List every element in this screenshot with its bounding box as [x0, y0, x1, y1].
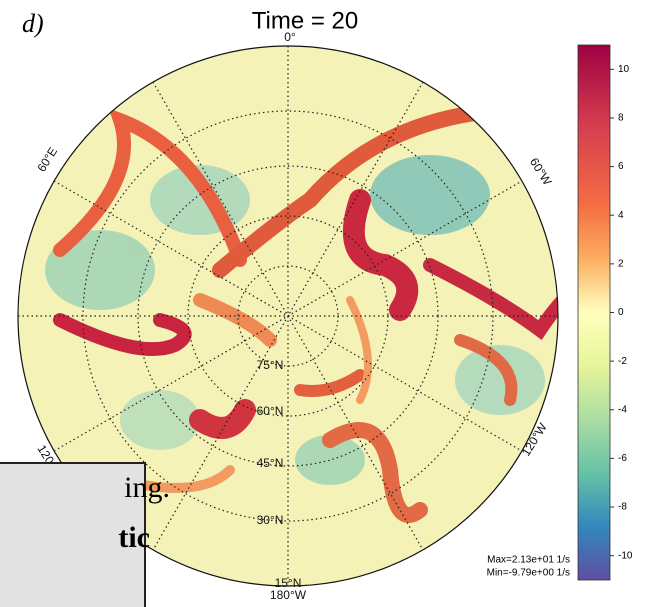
lat-label: 45°N: [257, 456, 284, 470]
colorbar-tick-label: 10: [618, 64, 630, 75]
colorbar-tick-label: -8: [618, 502, 627, 513]
colorbar-tick-label: 0: [618, 307, 624, 318]
min-label: Min=-9.79e+00 1/s: [487, 568, 570, 579]
colorbar: [577, 44, 611, 581]
lat-labels: 75°N 60°N 45°N 30°N 15°N: [257, 358, 302, 590]
lat-label: 15°N: [275, 576, 302, 590]
lon-label: 60°W: [527, 155, 555, 188]
colorbar-tick-label: 2: [618, 259, 624, 270]
colorbar-tick-label: -4: [618, 404, 627, 415]
lon-label: 0°: [284, 30, 296, 44]
lat-label: 30°N: [257, 513, 284, 527]
field: [18, 46, 558, 586]
lat-label: 75°N: [257, 358, 284, 372]
overlay-text: tic: [118, 521, 150, 554]
colorbar-ticks: 10 8 6 4 2 0 -2 -4 -6 -8 -10: [610, 64, 633, 561]
overlay-box: ing. tic: [0, 462, 170, 607]
panel-label: d): [22, 9, 44, 38]
overlay-text: ing.: [124, 471, 170, 504]
lon-label: 60°E: [34, 145, 60, 175]
colorbar-tick-label: -6: [618, 453, 627, 464]
colorbar-tick-label: 8: [618, 113, 624, 124]
colorbar-tick-label: -10: [618, 550, 633, 561]
colorbar-tick-label: -2: [618, 356, 627, 367]
lon-label: 180°W: [270, 588, 307, 602]
max-label: Max=2.13e+01 1/s: [487, 555, 570, 566]
title: Time = 20: [252, 7, 359, 34]
colorbar-tick-label: 4: [618, 210, 624, 221]
graticule: [18, 46, 558, 586]
colorbar-tick-label: 6: [618, 161, 624, 172]
lat-label: 60°N: [257, 404, 284, 418]
